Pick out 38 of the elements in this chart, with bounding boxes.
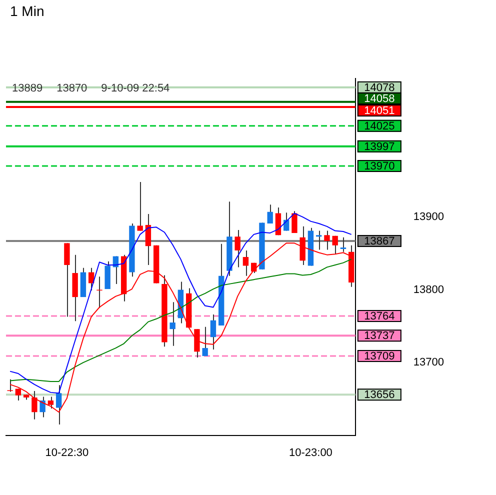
ref-line-label: 14025 <box>364 120 395 132</box>
y-tick-label: 13700 <box>413 356 444 369</box>
candlestick <box>242 250 249 276</box>
candlestick <box>292 210 298 234</box>
candlestick <box>48 396 54 409</box>
ref-line-label: 13764 <box>364 310 395 323</box>
ref-line-label: 13970 <box>364 160 395 173</box>
candlestick <box>104 260 110 290</box>
candlestick <box>340 236 346 252</box>
candlestick <box>170 302 176 346</box>
ref-line-label: 13709 <box>364 350 395 363</box>
annotation: 13889 <box>12 82 43 95</box>
candlestick <box>64 242 70 318</box>
x-tick-label: 10-22:30 <box>45 447 89 460</box>
x-tick-label: 10-23:00 <box>289 447 332 460</box>
ref-line-label: 14078 <box>364 82 395 94</box>
candlestick <box>137 182 143 232</box>
y-tick-label: 13900 <box>413 210 444 223</box>
ref-line-label: 13867 <box>364 236 395 248</box>
candlestick <box>324 230 330 250</box>
candlestick <box>202 326 208 357</box>
candlestick <box>234 230 240 268</box>
y-tick-label: 13800 <box>413 284 444 296</box>
candlestick <box>194 328 200 358</box>
candlestick <box>145 214 152 266</box>
chart-title: 1 Min <box>9 2 46 21</box>
candlestick <box>56 384 62 425</box>
candlestick <box>210 314 216 350</box>
candlestick <box>316 230 322 250</box>
ref-line-label: 13997 <box>364 140 395 153</box>
ref-line-label: 14051 <box>364 104 395 117</box>
annotation: 9-10-09 22:54 <box>101 82 170 95</box>
annotation: 13870 <box>56 82 88 95</box>
ref-line-label: 13656 <box>364 389 395 402</box>
ref-line-label: 14058 <box>364 92 395 105</box>
candlestick <box>40 396 46 418</box>
candlestick <box>267 204 273 224</box>
ref-line-label: 13737 <box>364 330 395 342</box>
